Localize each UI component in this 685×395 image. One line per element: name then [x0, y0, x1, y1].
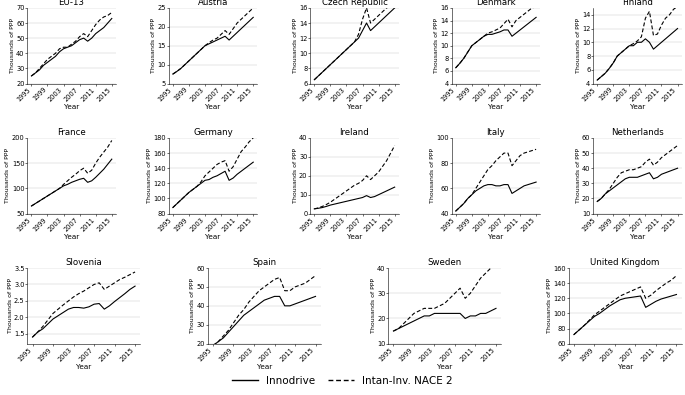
Y-axis label: Thousands of PPP: Thousands of PPP [547, 278, 552, 333]
Title: Sweden: Sweden [427, 258, 462, 267]
X-axis label: Year: Year [64, 104, 79, 110]
Y-axis label: Thousands of PPP: Thousands of PPP [292, 148, 297, 203]
Y-axis label: Thousands of PPP: Thousands of PPP [10, 18, 15, 73]
X-axis label: Year: Year [257, 364, 272, 370]
X-axis label: Year: Year [64, 234, 79, 240]
X-axis label: Year: Year [618, 364, 633, 370]
Y-axis label: Thousands of PPP: Thousands of PPP [430, 148, 435, 203]
Title: Italy: Italy [486, 128, 506, 137]
X-axis label: Year: Year [206, 234, 221, 240]
Y-axis label: Thousands of PPP: Thousands of PPP [575, 148, 580, 203]
Title: United Kingdom: United Kingdom [590, 258, 660, 267]
Y-axis label: Thousands of PPP: Thousands of PPP [190, 278, 195, 333]
Title: Austria: Austria [198, 0, 228, 7]
X-axis label: Year: Year [347, 104, 362, 110]
Y-axis label: Thousands of PPP: Thousands of PPP [8, 278, 12, 333]
Title: Ireland: Ireland [340, 128, 369, 137]
Y-axis label: Thousands of PPP: Thousands of PPP [147, 148, 152, 203]
Title: France: France [58, 128, 86, 137]
Legend: Innodrive, Intan-Inv. NACE 2: Innodrive, Intan-Inv. NACE 2 [228, 371, 457, 390]
Title: Denmark: Denmark [476, 0, 516, 7]
Title: Netherlands: Netherlands [611, 128, 664, 137]
Title: Slovenia: Slovenia [66, 258, 102, 267]
X-axis label: Year: Year [488, 234, 503, 240]
Y-axis label: Thousands of PPP: Thousands of PPP [371, 278, 375, 333]
X-axis label: Year: Year [347, 234, 362, 240]
X-axis label: Year: Year [630, 234, 645, 240]
Title: EU-13: EU-13 [59, 0, 85, 7]
Y-axis label: Thousands of PPP: Thousands of PPP [5, 148, 10, 203]
Y-axis label: Thousands of PPP: Thousands of PPP [292, 18, 298, 73]
X-axis label: Year: Year [437, 364, 452, 370]
Y-axis label: Thousands of PPP: Thousands of PPP [575, 18, 581, 73]
X-axis label: Year: Year [206, 104, 221, 110]
X-axis label: Year: Year [630, 104, 645, 110]
X-axis label: Year: Year [488, 104, 503, 110]
Title: Finland: Finland [622, 0, 653, 7]
Y-axis label: Thousands of PPP: Thousands of PPP [151, 18, 156, 73]
Y-axis label: Thousands of PPP: Thousands of PPP [434, 18, 439, 73]
Title: Germany: Germany [193, 128, 233, 137]
X-axis label: Year: Year [76, 364, 91, 370]
Title: Spain: Spain [252, 258, 276, 267]
Title: Czech Republic: Czech Republic [321, 0, 388, 7]
